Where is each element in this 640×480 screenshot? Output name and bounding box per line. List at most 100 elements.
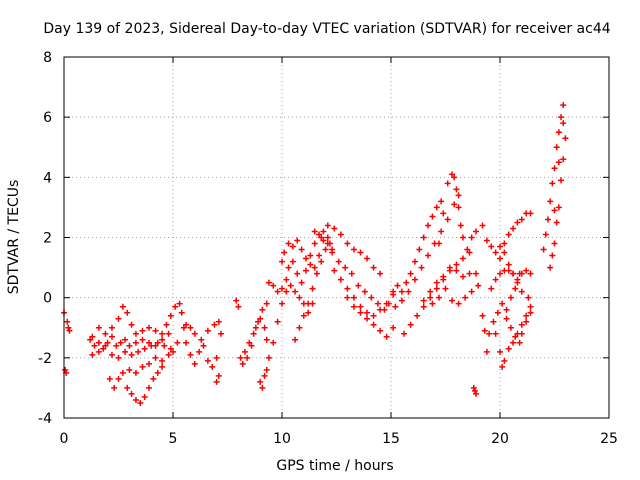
data-point — [444, 180, 451, 187]
data-point — [453, 261, 460, 268]
data-point — [285, 264, 292, 271]
data-point — [523, 318, 530, 325]
data-point — [497, 348, 503, 355]
data-point — [488, 285, 495, 292]
data-point — [560, 120, 567, 127]
data-points — [61, 102, 569, 406]
data-point — [215, 318, 222, 325]
data-point — [361, 288, 368, 295]
data-point — [108, 333, 115, 340]
data-point — [331, 267, 338, 274]
data-point — [344, 240, 351, 247]
data-point — [407, 321, 414, 328]
data-point — [516, 339, 523, 346]
data-point — [464, 246, 471, 253]
data-point — [183, 321, 190, 328]
data-point — [300, 312, 307, 319]
data-point — [170, 348, 176, 355]
data-point — [562, 135, 569, 142]
data-point — [283, 276, 290, 283]
data-point — [237, 354, 244, 361]
data-point — [167, 312, 174, 319]
data-point — [425, 252, 432, 259]
data-point — [263, 366, 270, 373]
data-point — [510, 270, 517, 277]
data-point — [357, 249, 364, 256]
data-point — [191, 330, 198, 337]
data-point — [159, 336, 166, 343]
data-point — [435, 294, 442, 301]
x-tick-label: 25 — [600, 431, 618, 447]
data-point — [455, 300, 462, 307]
data-point — [115, 354, 122, 361]
data-point — [497, 243, 503, 250]
data-point — [492, 249, 499, 256]
data-point — [274, 318, 281, 325]
data-point — [132, 339, 139, 346]
data-point — [357, 309, 364, 316]
data-point — [497, 255, 503, 262]
data-point — [411, 276, 418, 283]
data-point — [165, 330, 172, 337]
data-point — [497, 270, 503, 277]
data-point — [146, 324, 153, 331]
data-point — [252, 324, 259, 331]
data-point — [451, 201, 458, 208]
data-point — [261, 372, 268, 379]
data-point — [505, 345, 512, 352]
data-point — [479, 312, 486, 319]
data-point — [398, 288, 405, 295]
data-point — [302, 267, 309, 274]
data-point — [126, 366, 133, 373]
data-point — [87, 336, 94, 343]
data-point — [294, 237, 301, 244]
data-point — [446, 264, 453, 271]
data-point — [298, 246, 305, 253]
data-point — [411, 258, 418, 265]
data-point — [466, 270, 473, 277]
data-point — [364, 255, 371, 262]
data-point — [337, 231, 344, 238]
data-point — [163, 321, 170, 328]
data-point — [102, 342, 109, 349]
data-point — [108, 324, 115, 331]
data-point — [501, 249, 508, 256]
data-point — [320, 237, 327, 244]
data-point — [128, 351, 135, 358]
data-point — [281, 249, 288, 256]
data-point — [331, 225, 338, 232]
data-point — [444, 216, 451, 223]
data-point — [549, 252, 556, 259]
data-point — [137, 399, 144, 406]
data-point — [483, 348, 490, 355]
data-point — [64, 318, 71, 325]
y-tick-label: 6 — [43, 110, 52, 126]
data-point — [551, 165, 558, 172]
data-point — [350, 294, 357, 301]
data-point — [459, 273, 466, 280]
data-point — [453, 267, 460, 274]
data-point — [257, 315, 264, 322]
data-point — [471, 387, 478, 394]
data-point — [374, 300, 381, 307]
data-point — [244, 354, 251, 361]
data-point — [174, 339, 181, 346]
data-point — [257, 378, 264, 385]
data-point — [285, 240, 292, 247]
data-point — [115, 375, 122, 382]
data-point — [473, 390, 480, 397]
data-point — [132, 330, 139, 337]
data-point — [213, 354, 220, 361]
data-point — [250, 330, 257, 337]
data-point — [440, 210, 447, 217]
data-point — [239, 360, 246, 367]
data-point — [483, 237, 490, 244]
data-point — [150, 375, 157, 382]
x-axis-label: GPS time / hours — [276, 458, 393, 474]
data-point — [213, 378, 220, 385]
data-point — [364, 309, 371, 316]
data-point — [119, 369, 126, 376]
data-point — [316, 231, 323, 238]
data-point — [418, 264, 425, 271]
data-point — [416, 246, 423, 253]
